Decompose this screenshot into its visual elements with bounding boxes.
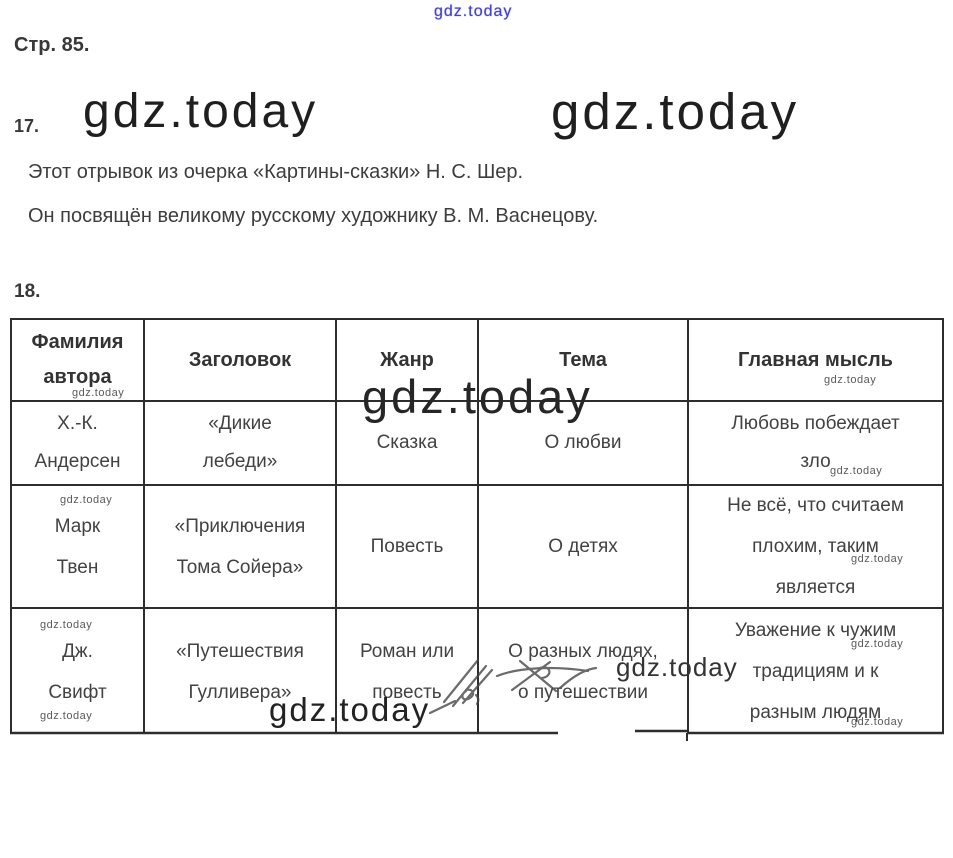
cell-line: Андерсен (34, 451, 121, 472)
page-heading: Стр. 85. (14, 34, 90, 56)
task-17-answer: Этот отрывок из очерка «Картины-сказки» … (28, 150, 598, 238)
header-cell-theme: Тема (479, 320, 689, 402)
cell-line: лебеди» (202, 451, 278, 472)
cell-line: повесть (372, 681, 442, 703)
cell-line: О детях (548, 536, 618, 557)
cell-line: «Путешествия (176, 640, 304, 662)
cell-line: Не всё, что считаем (727, 495, 904, 516)
cell-line: Фамилия (31, 331, 124, 353)
cell-line: Роман или (359, 640, 455, 662)
task-18-number: 18. (14, 281, 41, 302)
table-cell: О детях (479, 486, 689, 609)
brand-watermark-large-right: gdz.today (551, 83, 800, 140)
table-cell: Повесть (337, 486, 479, 609)
table-cell: Марк Твен (12, 486, 145, 609)
table-cell: Любовь побеждает зло (689, 402, 942, 486)
cell-line: Сказка (376, 432, 438, 453)
cell-line: разным людям (749, 702, 882, 723)
exercise-table: Фамилия автора Заголовок Жанр Тема Главн… (10, 318, 944, 734)
table-cell: «Путешествия Гулливера» (145, 609, 337, 734)
table-cell: О разных людях, о путешествии (479, 609, 689, 734)
table-cell: Уважение к чужим традициям и к разным лю… (689, 609, 942, 734)
cell-line: Дж. (62, 640, 93, 662)
table-cell: Сказка (337, 402, 479, 486)
table-cell: Роман или повесть (337, 609, 479, 734)
header-cell-title: Заголовок (145, 320, 337, 402)
cell-line: Любовь побеждает (731, 413, 900, 434)
header-cell-genre: Жанр (337, 320, 479, 402)
brand-watermark-large-left: gdz.today (83, 85, 319, 138)
header-cell-author: Фамилия автора (12, 320, 145, 402)
cell-line: Свифт (48, 681, 107, 703)
answer-line-1: Этот отрывок из очерка «Картины-сказки» … (28, 161, 524, 183)
table-cell: О любви (479, 402, 689, 486)
cell-line: Тома Сойера» (176, 556, 304, 578)
table-cell: Х.-К. Андерсен (12, 402, 145, 486)
cell-line: Твен (56, 556, 99, 578)
table-cell: Дж. Свифт (12, 609, 145, 734)
table-cell: Не всё, что считаем плохим, таким являет… (689, 486, 942, 609)
cell-line: является (775, 577, 856, 598)
cell-line: Главная мысль (738, 348, 893, 371)
cell-line: Тема (559, 348, 607, 371)
cell-line: «Дикие (208, 413, 272, 434)
table-cell: «Приключения Тома Сойера» (145, 486, 337, 609)
cell-line: Марк (54, 515, 101, 537)
cell-line: О разных людях, (508, 640, 658, 662)
cell-line: о путешествии (517, 681, 649, 703)
answer-line-2: Он посвящён великому русскому художнику … (28, 205, 599, 227)
header-cell-main-idea: Главная мысль (689, 320, 942, 402)
cell-line: Х.-К. (57, 413, 98, 434)
cell-line: Жанр (380, 348, 434, 371)
cell-line: зло (800, 451, 831, 472)
cell-line: Повесть (370, 536, 444, 557)
site-watermark-top: gdz.today (434, 3, 513, 20)
table-cell: «Дикие лебеди» (145, 402, 337, 486)
cell-line: Заголовок (188, 348, 292, 371)
cell-line: плохим, таким (752, 536, 879, 557)
cell-line: О любви (544, 432, 622, 453)
cell-line: Уважение к чужим (734, 620, 897, 641)
cell-line: Гулливера» (188, 681, 292, 703)
cell-line: «Приключения (174, 515, 306, 537)
cell-line: автора (43, 366, 112, 388)
cell-line: традициям и к (752, 661, 879, 682)
task-17-number: 17. (14, 116, 40, 136)
